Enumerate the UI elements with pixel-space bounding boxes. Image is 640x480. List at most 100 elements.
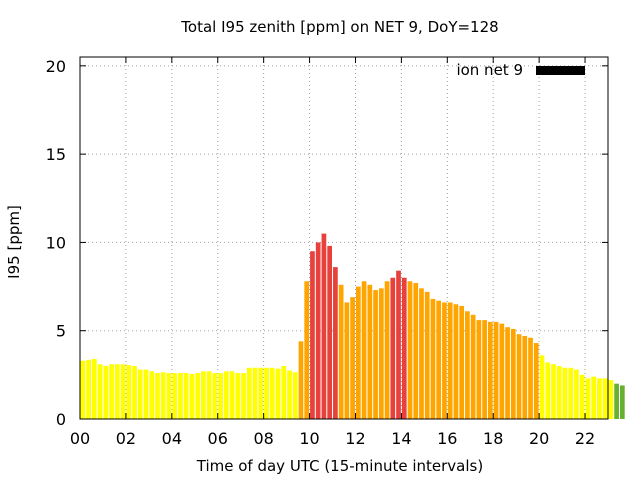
bar xyxy=(132,366,137,419)
bar xyxy=(264,367,269,419)
bar xyxy=(430,298,436,419)
legend: ion net 9 xyxy=(456,61,585,79)
bar xyxy=(91,358,97,419)
x-tick-label: 22 xyxy=(575,429,595,448)
bar xyxy=(585,378,591,419)
bar xyxy=(252,367,258,419)
x-tick-label: 04 xyxy=(162,429,182,448)
bar xyxy=(487,321,493,419)
bar xyxy=(155,373,160,419)
bar xyxy=(597,378,602,419)
bar xyxy=(160,372,166,419)
bar xyxy=(327,245,333,419)
bar xyxy=(619,385,625,419)
bar xyxy=(97,364,103,419)
y-tick-label: 20 xyxy=(46,57,66,76)
bar xyxy=(241,373,246,419)
bar xyxy=(407,281,413,419)
x-tick-label: 14 xyxy=(391,429,411,448)
bar xyxy=(367,284,373,419)
bar xyxy=(292,372,298,419)
bars xyxy=(80,233,625,419)
bar xyxy=(258,367,264,419)
x-tick-label: 06 xyxy=(208,429,228,448)
y-tick-label: 10 xyxy=(46,233,66,252)
bar xyxy=(424,291,430,419)
bar xyxy=(602,378,608,419)
bar xyxy=(287,370,292,419)
bar xyxy=(212,373,218,419)
bar xyxy=(321,233,327,419)
bar xyxy=(126,365,132,419)
y-axis-label: I95 [ppm] xyxy=(5,205,23,279)
bar xyxy=(401,277,407,419)
bar xyxy=(218,373,223,419)
y-tick-label: 5 xyxy=(56,322,66,341)
bar xyxy=(149,371,155,419)
bar xyxy=(436,300,442,419)
bar xyxy=(470,314,476,419)
x-tick-label: 08 xyxy=(253,429,273,448)
bar xyxy=(235,373,241,419)
x-axis-label: Time of day UTC (15-minute intervals) xyxy=(196,457,483,475)
bar xyxy=(556,366,562,419)
x-tick-label: 02 xyxy=(116,429,136,448)
bar xyxy=(137,369,143,419)
bar xyxy=(275,368,281,419)
bar xyxy=(114,364,120,419)
ticks: 0 5 10 15 20 00 02 04 06 08 10 12 14 16 18 20 22 xyxy=(46,57,608,448)
x-tick-label: 10 xyxy=(299,429,319,448)
bar xyxy=(166,373,172,419)
bar xyxy=(183,373,189,419)
bar xyxy=(413,283,419,419)
bar xyxy=(522,336,528,419)
bar xyxy=(482,320,487,419)
bar xyxy=(453,304,459,419)
x-tick-label: 16 xyxy=(437,429,457,448)
plot-frame xyxy=(79,56,609,420)
bar xyxy=(591,376,597,419)
bar xyxy=(281,366,287,419)
bar xyxy=(189,373,195,419)
bar xyxy=(143,369,149,419)
bar xyxy=(390,277,396,419)
y-tick-label: 0 xyxy=(56,410,66,429)
chart-title: Total I95 zenith [ppm] on NET 9, DoY=128 xyxy=(180,18,498,36)
bar xyxy=(178,373,183,419)
bar xyxy=(551,364,556,419)
bar xyxy=(419,288,424,419)
bar xyxy=(172,373,178,419)
bar xyxy=(579,374,585,419)
bar xyxy=(120,364,126,419)
bar xyxy=(315,242,321,419)
bar xyxy=(545,362,551,419)
bar xyxy=(304,281,310,419)
bar xyxy=(516,334,522,419)
bar xyxy=(533,343,539,419)
x-tick-label: 18 xyxy=(483,429,503,448)
bar xyxy=(539,355,545,419)
bar xyxy=(384,281,390,419)
bar xyxy=(568,367,574,419)
bar xyxy=(201,371,206,419)
bar xyxy=(499,323,505,419)
bar xyxy=(378,288,384,419)
bar xyxy=(510,328,516,419)
legend-label: ion net 9 xyxy=(456,61,523,79)
x-tick-label: 12 xyxy=(345,429,365,448)
bar xyxy=(195,373,201,419)
bar xyxy=(103,366,109,419)
bar xyxy=(361,281,367,419)
bar xyxy=(355,286,361,419)
bar xyxy=(298,341,304,419)
bar xyxy=(465,311,470,419)
x-tick-label: 20 xyxy=(529,429,549,448)
y-tick-label: 15 xyxy=(46,145,66,164)
bar xyxy=(574,369,579,419)
bar xyxy=(562,367,568,419)
bar xyxy=(493,321,499,419)
bar xyxy=(246,367,252,419)
bar xyxy=(80,360,86,419)
bar xyxy=(373,290,378,419)
